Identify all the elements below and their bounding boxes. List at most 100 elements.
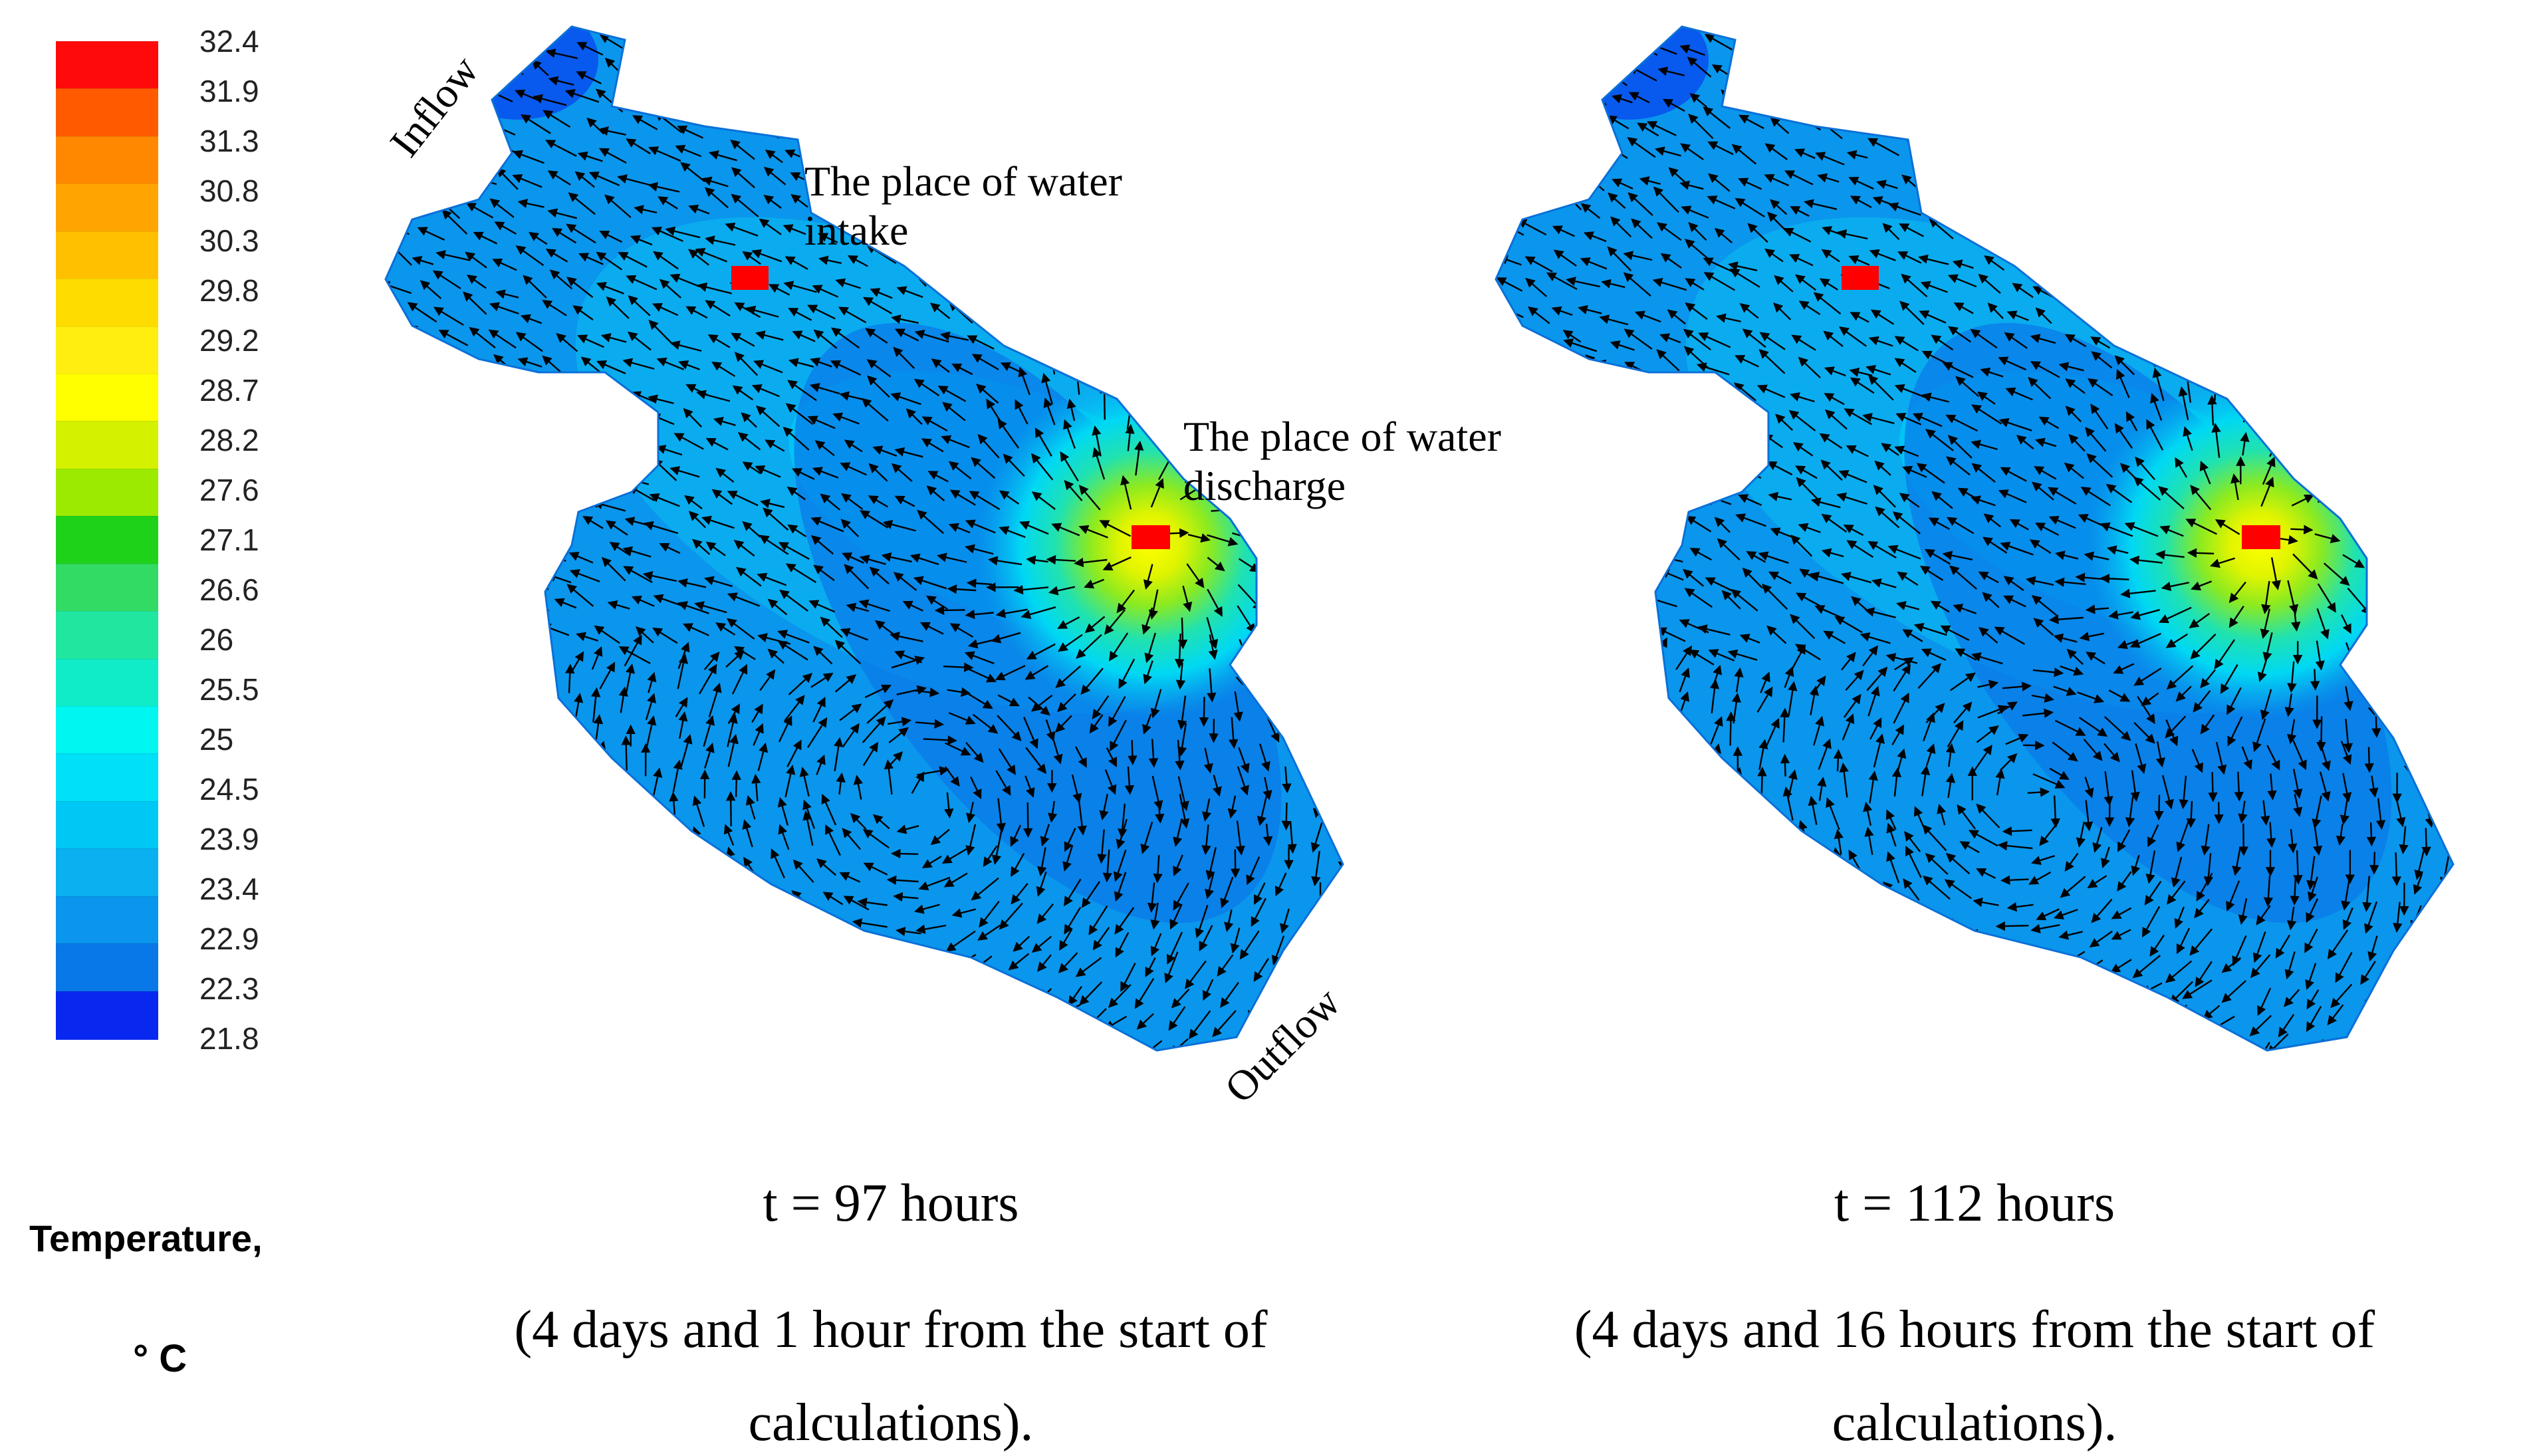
velocity-arrow <box>1341 786 1343 796</box>
velocity-arrow <box>742 521 761 538</box>
velocity-arrow <box>484 1008 495 1036</box>
velocity-arrow <box>1959 92 1979 112</box>
legend-tick-label: 32.4 <box>199 24 259 59</box>
velocity-arrow <box>731 115 759 130</box>
velocity-arrow <box>481 798 491 822</box>
velocity-arrow <box>1102 556 1132 571</box>
velocity-arrow <box>965 544 994 555</box>
velocity-arrow <box>1332 1031 1343 1050</box>
velocity-arrow <box>2268 207 2292 217</box>
velocity-arrow <box>1802 850 1816 877</box>
velocity-arrow <box>1003 276 1025 293</box>
velocity-arrow <box>1207 289 1236 303</box>
velocity-arrow <box>2445 983 2453 1018</box>
velocity-arrow <box>2345 53 2371 70</box>
velocity-arrow <box>787 380 817 402</box>
velocity-arrow <box>640 856 650 880</box>
velocity-arrow <box>2457 266 2476 279</box>
velocity-arrow <box>1613 1010 1625 1032</box>
velocity-arrow <box>697 282 732 295</box>
velocity-arrow <box>947 687 971 697</box>
velocity-arrow <box>2270 372 2282 396</box>
velocity-arrow <box>830 360 862 376</box>
velocity-arrow <box>465 251 487 269</box>
velocity-arrow <box>1780 822 1790 850</box>
velocity-arrow <box>443 587 468 608</box>
velocity-arrow <box>1663 957 1683 981</box>
velocity-arrow <box>1466 518 1494 532</box>
legend-tick-label: 30.3 <box>199 223 259 258</box>
velocity-arrow <box>2317 492 2350 503</box>
velocity-arrow <box>1340 185 1343 205</box>
velocity-arrow <box>1999 62 2026 79</box>
velocity-arrow <box>2022 203 2052 218</box>
velocity-arrow <box>492 258 517 271</box>
velocity-arrow <box>2134 193 2159 209</box>
velocity-arrow <box>463 291 487 315</box>
velocity-arrow <box>489 692 499 719</box>
velocity-arrow <box>1586 949 1608 979</box>
velocity-arrow <box>939 331 969 341</box>
velocity-arrow <box>971 303 1003 316</box>
velocity-arrow <box>1136 157 1164 168</box>
velocity-arrow <box>732 385 754 401</box>
velocity-arrow <box>1108 104 1144 115</box>
velocity-arrow <box>1508 590 1526 608</box>
legend-swatch <box>56 231 158 280</box>
velocity-arrow <box>636 905 648 934</box>
velocity-arrow <box>2161 182 2189 195</box>
velocity-arrow <box>809 382 840 395</box>
velocity-arrow <box>760 989 788 1014</box>
velocity-arrow <box>2343 213 2365 228</box>
velocity-arrow <box>615 852 626 876</box>
velocity-arrow <box>1818 933 1842 959</box>
velocity-arrow <box>1496 169 1497 189</box>
velocity-arrow <box>539 662 551 687</box>
velocity-arrow <box>948 461 972 480</box>
velocity-arrow <box>1180 27 1209 37</box>
velocity-arrow <box>1654 27 1679 31</box>
velocity-arrow <box>2447 132 2453 145</box>
velocity-arrow <box>1133 308 1145 342</box>
velocity-arrow <box>493 667 503 693</box>
velocity-arrow <box>1523 67 1553 86</box>
velocity-arrow <box>997 418 1020 449</box>
velocity-arrow <box>2080 94 2103 104</box>
velocity-arrow <box>386 62 408 76</box>
velocity-arrow <box>2010 33 2032 51</box>
velocity-arrow <box>386 770 390 794</box>
velocity-arrow <box>358 408 385 426</box>
legend-tick-label: 21.8 <box>199 1021 259 1056</box>
velocity-arrow <box>515 332 543 352</box>
velocity-arrow <box>588 27 605 33</box>
velocity-arrow <box>1631 742 1641 766</box>
velocity-arrow <box>855 1032 888 1042</box>
velocity-arrow <box>517 433 544 450</box>
velocity-arrow <box>2019 1032 2052 1042</box>
velocity-arrow <box>358 352 386 370</box>
velocity-arrow <box>727 618 755 640</box>
velocity-arrow <box>1996 1013 2031 1025</box>
velocity-arrow <box>1237 605 1256 634</box>
velocity-arrow <box>1526 116 1546 128</box>
velocity-arrow <box>598 126 626 136</box>
velocity-arrow <box>1466 15 1497 22</box>
velocity-arrow <box>1663 412 1685 429</box>
velocity-arrow <box>917 509 944 535</box>
velocity-arrow <box>386 219 390 237</box>
velocity-arrow <box>1877 66 1901 84</box>
legend-swatch <box>56 753 158 802</box>
velocity-arrow <box>1034 427 1052 457</box>
velocity-arrow <box>648 394 674 404</box>
velocity-arrow <box>390 620 418 634</box>
velocity-arrow <box>583 928 600 958</box>
velocity-arrow <box>513 717 523 749</box>
velocity-arrow <box>788 673 813 695</box>
velocity-arrow <box>2030 248 2051 265</box>
velocity-arrow <box>1512 800 1522 831</box>
velocity-arrow <box>453 880 466 904</box>
velocity-arrow <box>812 285 839 298</box>
velocity-arrow <box>495 289 519 299</box>
velocity-arrow <box>1341 632 1343 652</box>
velocity-arrow <box>708 682 722 717</box>
